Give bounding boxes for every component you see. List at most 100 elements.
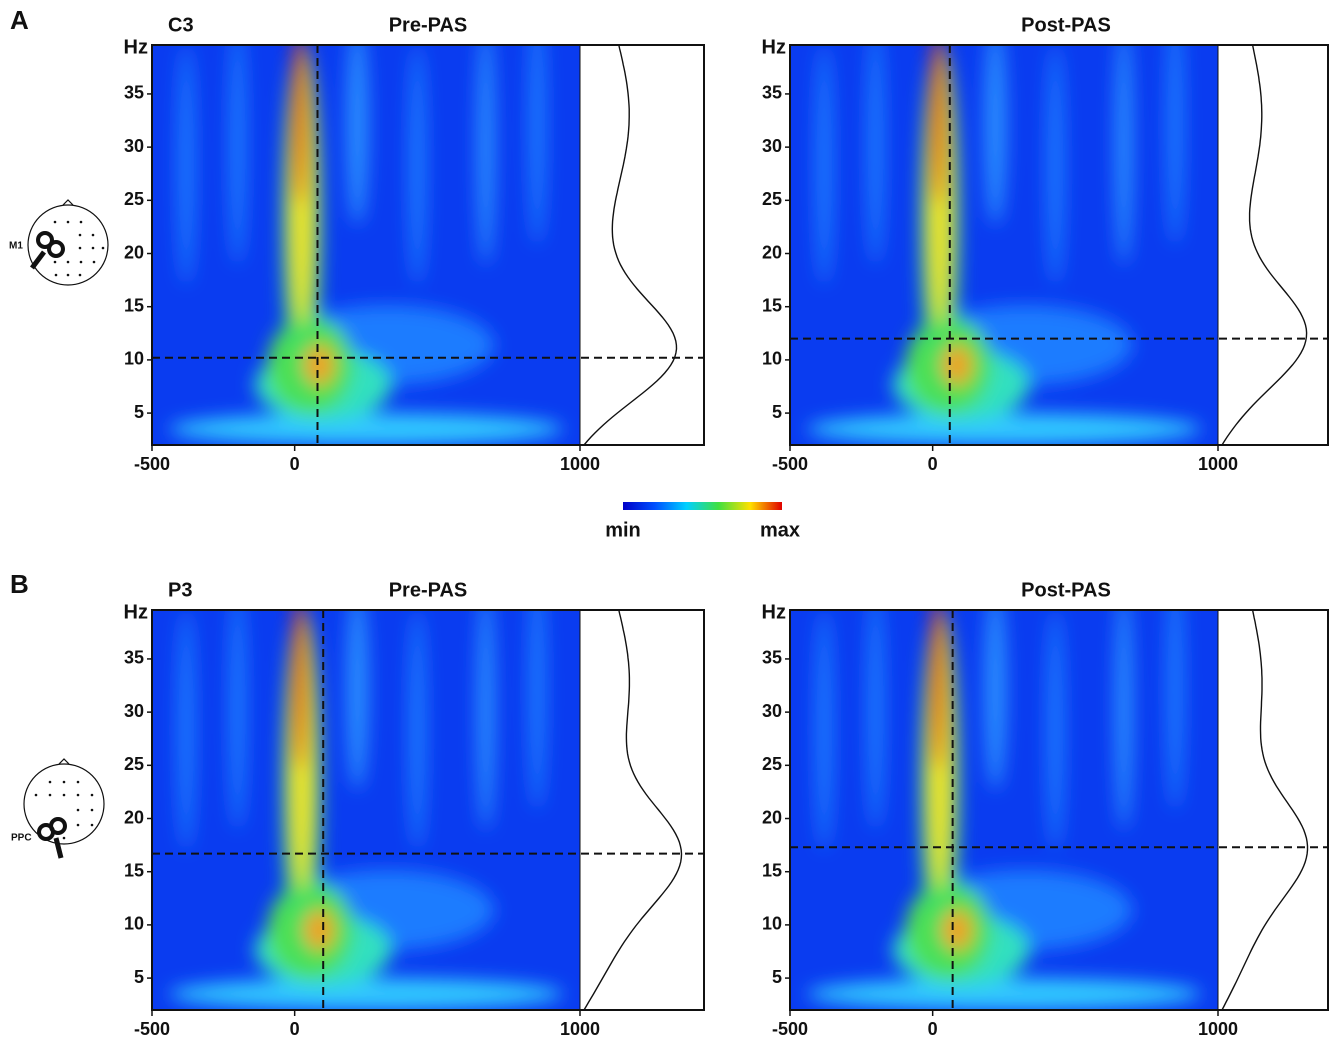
heatmap-blob: [229, 45, 247, 265]
heatmap-blob: [807, 413, 1201, 445]
heatmap-blob: [941, 910, 972, 950]
heatmap-blob: [984, 45, 1007, 225]
y-tick-label: 25: [124, 189, 144, 209]
panel-label: B: [10, 569, 29, 599]
heatmap-blobs: [169, 610, 563, 1010]
heatmap: [152, 45, 580, 445]
site-label: PPC: [11, 833, 32, 844]
y-tick-label: 25: [762, 754, 782, 774]
heatmap: [790, 45, 1218, 445]
chart-title: Pre-PAS: [389, 579, 468, 601]
heatmap-blob: [408, 45, 426, 285]
profile-curve: [1221, 44, 1308, 446]
y-tick-label: 35: [124, 648, 144, 668]
x-tick-label: 0: [928, 1019, 938, 1037]
colorbar: [623, 502, 782, 510]
y-tick-label: 30: [124, 136, 144, 156]
frame: [151, 609, 705, 1011]
y-tick-label: 25: [124, 754, 144, 774]
heatmap-blob: [169, 413, 563, 445]
y-axis-label: Hz: [762, 601, 786, 623]
x-tick-label: 1000: [560, 1019, 600, 1037]
x-tick-label: -500: [134, 454, 170, 474]
heatmap-blob: [346, 610, 369, 790]
heatmap-blob: [303, 345, 334, 385]
electrode-dots: [34, 220, 105, 840]
y-tick-label: 10: [124, 349, 144, 369]
heatmap-blob: [477, 45, 495, 265]
y-tick-label: 15: [124, 860, 144, 880]
frame: [789, 44, 1329, 446]
y-tick-label: 30: [762, 701, 782, 721]
x-tick-label: 1000: [1198, 1019, 1238, 1037]
heatmap-blob: [941, 345, 972, 385]
y-tick-label: 35: [762, 648, 782, 668]
y-tick-label: 15: [124, 295, 144, 315]
x-tick-label: -500: [772, 1019, 808, 1037]
x-tick-label: 1000: [1198, 454, 1238, 474]
y-tick-label: 30: [762, 136, 782, 156]
head-icon: [23, 199, 109, 859]
heatmap-blob: [1115, 610, 1133, 830]
chart-title: Post-PAS: [1021, 14, 1111, 36]
x-tick-label: -500: [134, 1019, 170, 1037]
heatmap-blob: [528, 610, 546, 810]
y-tick-label: 30: [124, 701, 144, 721]
colorbar-max: max: [760, 519, 800, 541]
profile-curve: [583, 44, 678, 446]
heatmap-blob: [930, 45, 945, 205]
y-tick-label: 10: [762, 914, 782, 934]
heatmap-blob: [177, 45, 195, 285]
heatmap-blob: [815, 610, 833, 850]
colorbar-min: min: [605, 519, 641, 541]
heatmap-blob: [292, 610, 307, 770]
chart-title: Post-PAS: [1021, 579, 1111, 601]
heatmap-blob: [177, 610, 195, 850]
heatmap-blob: [867, 45, 885, 265]
y-axis-label: Hz: [762, 36, 786, 58]
y-tick-label: 35: [124, 83, 144, 103]
chart-title: Pre-PAS: [389, 14, 468, 36]
x-tick-label: 0: [290, 1019, 300, 1037]
frame: [151, 44, 705, 446]
heatmap-blob: [867, 610, 885, 830]
y-tick-label: 15: [762, 860, 782, 880]
y-tick-label: 20: [124, 242, 144, 262]
heatmap-blob: [303, 910, 334, 950]
y-tick-label: 20: [124, 807, 144, 827]
x-tick-label: 0: [290, 454, 300, 474]
heatmap-blob: [346, 45, 369, 225]
profile-curve: [1221, 609, 1309, 1011]
x-tick-label: 1000: [560, 454, 600, 474]
heatmap-blob: [1046, 610, 1064, 850]
heatmap-blob: [169, 978, 563, 1010]
heatmap-blob: [1166, 45, 1184, 245]
y-tick-label: 5: [772, 402, 782, 422]
x-tick-label: -500: [772, 454, 808, 474]
heatmap-blob: [477, 610, 495, 830]
heatmap-blob: [408, 610, 426, 850]
site-label: M1: [9, 241, 23, 252]
y-tick-label: 20: [762, 807, 782, 827]
channel-label: P3: [168, 579, 192, 601]
y-tick-label: 10: [762, 349, 782, 369]
heatmap-blob: [1166, 610, 1184, 810]
y-tick-label: 25: [762, 189, 782, 209]
frame: [789, 609, 1329, 1011]
y-tick-label: 20: [762, 242, 782, 262]
heatmap-blob: [1046, 45, 1064, 285]
heatmap: [152, 610, 580, 1010]
heatmap-blob: [807, 978, 1201, 1010]
heatmap-blob: [528, 45, 546, 245]
heatmap: [790, 610, 1218, 1010]
heatmap-blobs: [169, 45, 563, 445]
heatmap-blob: [930, 610, 945, 770]
y-tick-label: 5: [134, 402, 144, 422]
y-tick-label: 15: [762, 295, 782, 315]
y-tick-label: 35: [762, 83, 782, 103]
heatmap-blobs: [807, 610, 1201, 1010]
heatmap-blob: [1115, 45, 1133, 265]
y-axis-label: Hz: [124, 601, 148, 623]
y-axis-label: Hz: [124, 36, 148, 58]
